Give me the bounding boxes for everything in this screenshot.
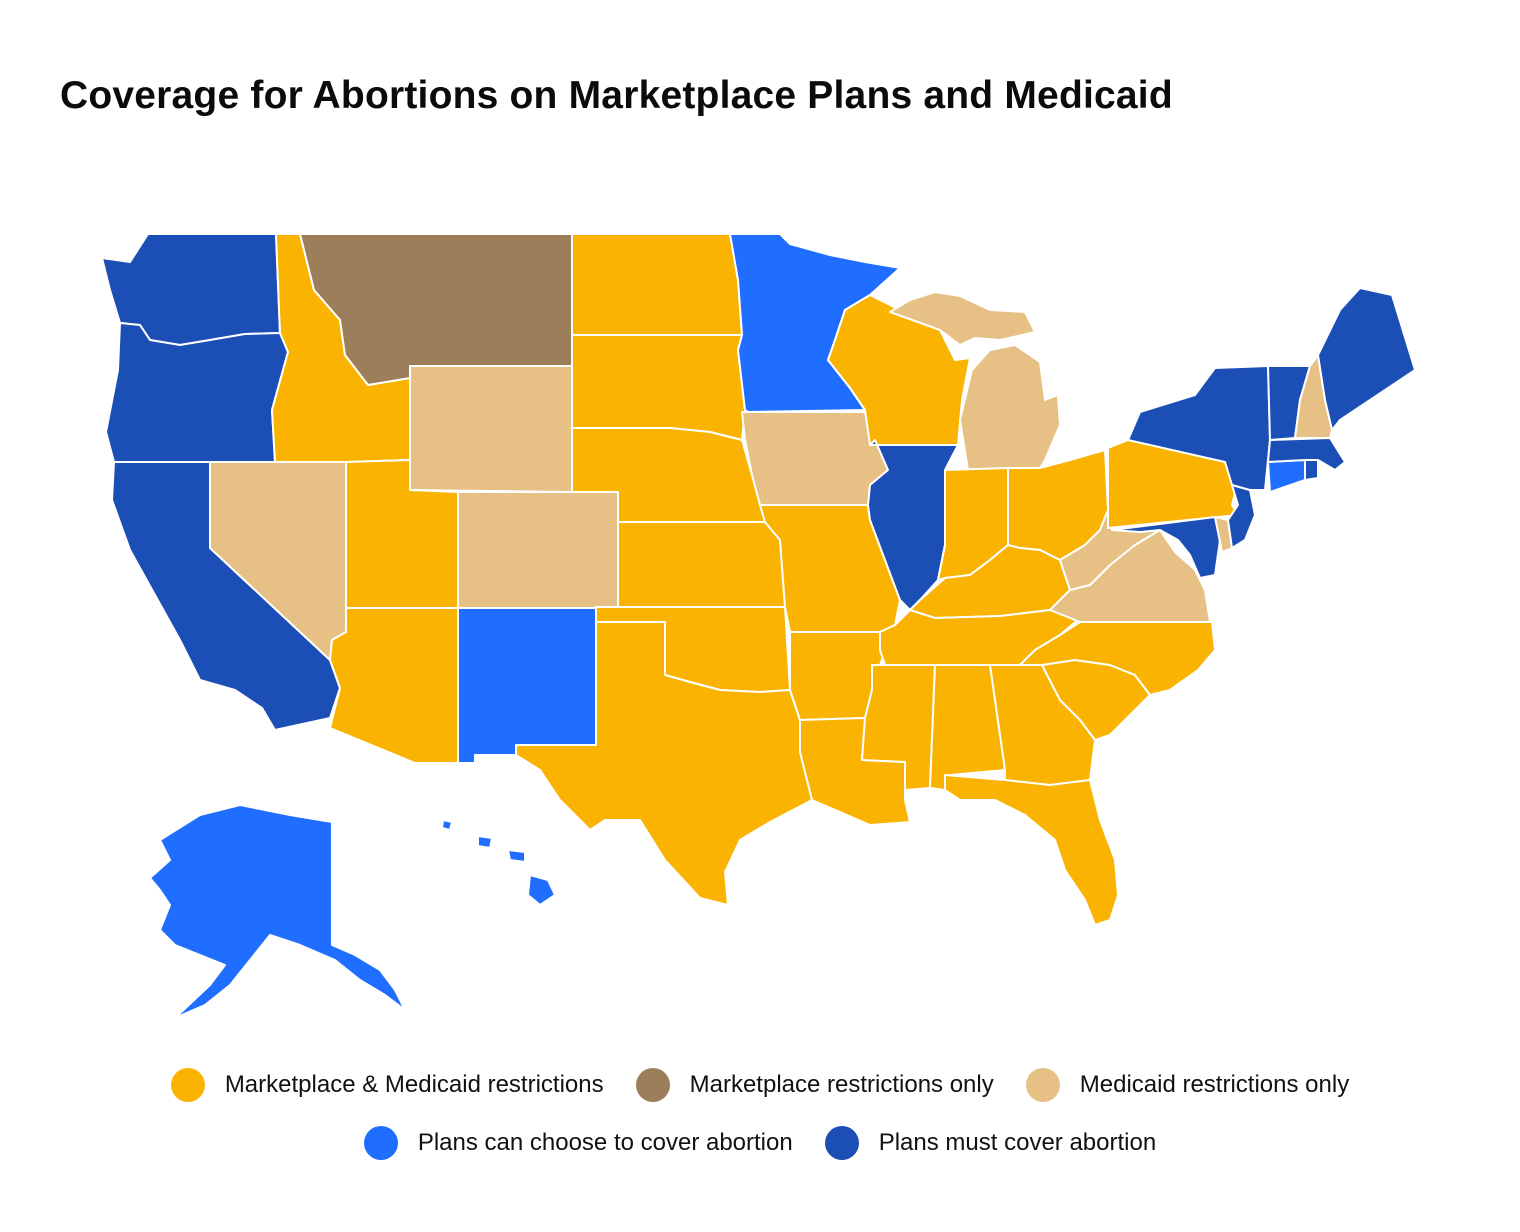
state-MA[interactable] xyxy=(1267,437,1346,471)
legend-label: Plans must cover abortion xyxy=(878,1129,1157,1156)
legend-swatch xyxy=(824,1126,859,1160)
legend-row-1: Marketplace & Medicaid restrictions Mark… xyxy=(0,1068,1520,1102)
state-NM[interactable] xyxy=(457,607,597,764)
legend-item-can-choose: Plans can choose to cover abortion xyxy=(363,1126,793,1160)
state-ME[interactable] xyxy=(1317,287,1416,431)
legend-label: Marketplace & Medicaid restrictions xyxy=(224,1071,604,1098)
state-NJ[interactable] xyxy=(1227,484,1256,549)
state-OR[interactable] xyxy=(105,322,289,463)
legend-swatch xyxy=(1025,1068,1060,1102)
state-HI-kauai[interactable] xyxy=(441,819,453,831)
state-RI[interactable] xyxy=(1304,459,1319,481)
legend-row-2: Plans can choose to cover abortion Plans… xyxy=(0,1126,1520,1160)
state-IA[interactable] xyxy=(741,411,889,506)
state-MI-upper[interactable] xyxy=(889,291,1036,346)
state-HI-big[interactable] xyxy=(527,874,556,906)
legend-item-medicaid-only: Medicaid restrictions only xyxy=(1025,1068,1350,1102)
state-TX[interactable] xyxy=(515,621,813,906)
state-KS[interactable] xyxy=(617,521,786,608)
state-WY[interactable] xyxy=(409,365,573,493)
legend-label: Plans can choose to cover abortion xyxy=(417,1129,793,1156)
state-CO[interactable] xyxy=(457,491,619,609)
state-HI-maui[interactable] xyxy=(507,849,526,863)
state-CT[interactable] xyxy=(1267,459,1306,493)
state-ND[interactable] xyxy=(571,233,743,336)
legend-label: Medicaid restrictions only xyxy=(1079,1071,1350,1098)
legend-swatch xyxy=(363,1126,398,1160)
legend-swatch xyxy=(170,1068,205,1102)
legend-swatch xyxy=(635,1068,670,1102)
legend-item-marketplace-medicaid: Marketplace & Medicaid restrictions xyxy=(170,1068,604,1102)
legend-item-must-cover: Plans must cover abortion xyxy=(824,1126,1157,1160)
state-AK[interactable] xyxy=(149,804,406,1019)
state-FL[interactable] xyxy=(944,774,1119,926)
legend-item-marketplace-only: Marketplace restrictions only xyxy=(635,1068,994,1102)
state-HI-oahu[interactable] xyxy=(477,835,493,849)
state-AZ[interactable] xyxy=(329,607,459,764)
legend-label: Marketplace restrictions only xyxy=(689,1071,994,1098)
state-MI[interactable] xyxy=(959,344,1061,471)
state-NY[interactable] xyxy=(1127,365,1271,491)
state-NC[interactable] xyxy=(1019,621,1216,696)
state-SD[interactable] xyxy=(571,334,746,441)
map-title: Coverage for Abortions on Marketplace Pl… xyxy=(60,74,1173,117)
